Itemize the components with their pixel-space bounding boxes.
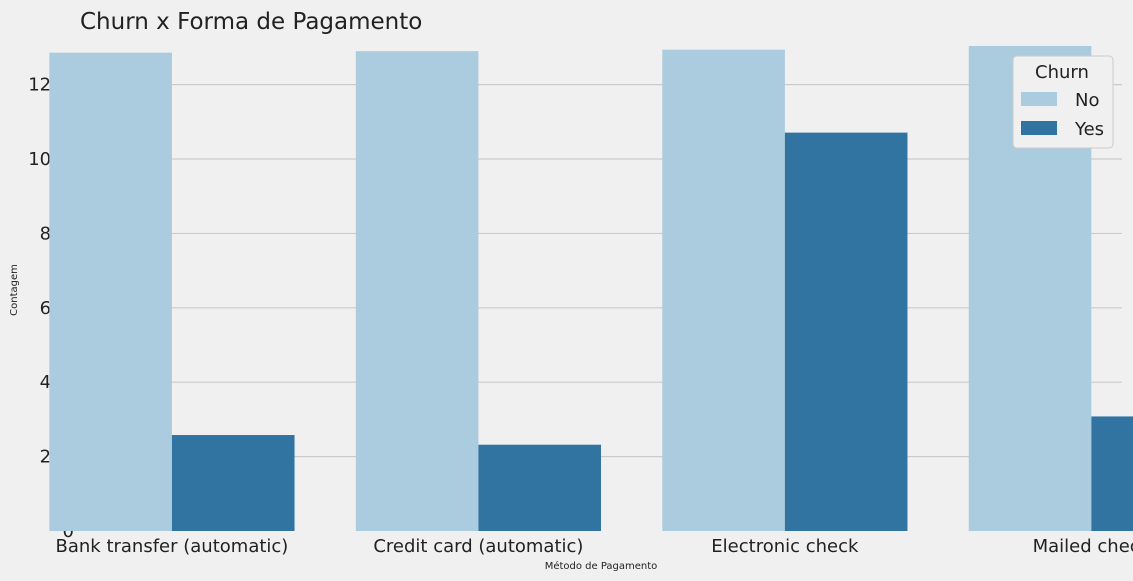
bars [49,45,1133,532]
grid-lines [80,84,1122,458]
x-tick-label: Credit card (automatic) [373,536,583,557]
bar-yes [171,435,295,531]
bar-yes [478,444,601,531]
bar-yes [784,132,908,531]
legend-swatch-yes [1021,121,1057,135]
y-tick-label: 0 [63,521,74,542]
y-axis-label: Contagem [9,264,20,316]
bar-no [662,49,785,532]
bar-no [355,51,479,532]
x-tick-label: Mailed check [1033,536,1133,557]
legend-label-yes: Yes [1074,119,1104,140]
legend-swatch-no [1021,92,1057,106]
chart-title: Churn x Forma de Pagamento [80,9,422,35]
x-axis-label: Método de Pagamento [545,560,658,572]
x-tick-label: Electronic check [711,536,859,557]
legend-label-no: No [1075,90,1099,111]
bar-no [49,52,172,531]
legend-title: Churn [1035,62,1089,83]
x-tick-label: Bank transfer (automatic) [56,536,289,557]
legend: Churn No Yes [1012,55,1114,149]
bar-yes [1091,416,1133,531]
x-axis-ticks: Bank transfer (automatic) Credit card (au… [56,536,1133,557]
